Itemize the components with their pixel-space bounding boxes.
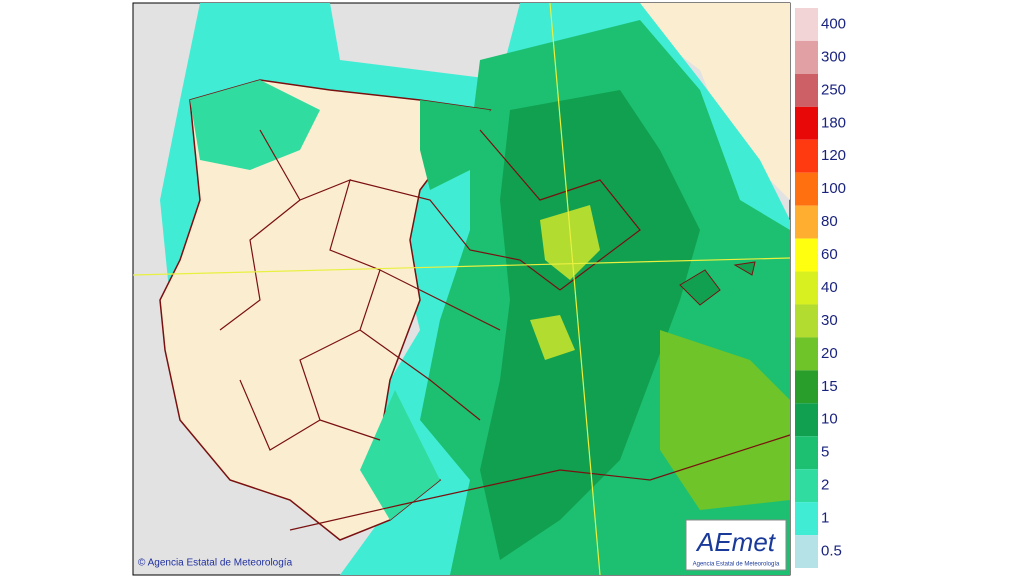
legend: 400 300 250 180 120 100 80 60 40 30 20 15 10 5 2 1 0.5: [795, 8, 846, 568]
baleares: [679, 261, 756, 306]
copyright: © Agencia Estatal de Meteorología: [138, 558, 293, 569]
logo-name: AEmet: [695, 527, 777, 557]
legend-swatch: [795, 337, 818, 371]
legend-label: 5: [821, 444, 829, 461]
precip-30mm: [530, 205, 600, 360]
legend-label: 20: [821, 345, 838, 362]
legend-label: 80: [821, 213, 838, 230]
legend-swatch: [795, 370, 818, 404]
legend-swatch: [795, 469, 818, 503]
legend-swatch: [795, 535, 818, 568]
map: © Agencia Estatal de Meteorología AEmet …: [132, 2, 791, 576]
legend-label: 120: [821, 147, 846, 164]
precip-20mm: [660, 330, 790, 510]
meridian: [549, 2, 601, 576]
legend-swatch: [795, 436, 818, 470]
parallel: [132, 257, 791, 276]
legend-swatch: [795, 403, 818, 437]
legend-swatch: [795, 172, 818, 206]
south-precip: [360, 390, 440, 520]
legend-swatch: [795, 8, 818, 41]
africa-coast: [289, 434, 791, 531]
logo-box: [685, 519, 787, 571]
legend-label: 30: [821, 312, 838, 329]
legend-swatch: [795, 271, 818, 305]
legend-swatch: [795, 106, 818, 140]
legend-label: 100: [821, 180, 846, 197]
legend-label: 180: [821, 114, 846, 131]
galicia-precip: [190, 80, 320, 170]
legend-label: 60: [821, 246, 838, 263]
north-precip: [420, 100, 490, 190]
legend-label: 0.5: [821, 542, 842, 559]
legend-swatch: [795, 304, 818, 338]
legend-label: 2: [821, 477, 829, 494]
legend-swatch: [795, 139, 818, 173]
borders: [219, 129, 641, 451]
legend-label: 40: [821, 279, 838, 296]
legend-label: 10: [821, 411, 838, 428]
precip-10mm: [480, 90, 700, 560]
legend-label: 1: [821, 510, 829, 527]
legend-label: 300: [821, 48, 846, 65]
legend-swatch: [795, 40, 818, 74]
legend-swatch: [795, 205, 818, 239]
legend-swatch: [795, 73, 818, 107]
logo-subtitle: Agencia Estatal de Meteorología: [693, 562, 780, 568]
legend-label: 15: [821, 378, 838, 395]
legend-swatch: [795, 502, 818, 536]
legend-swatch: [795, 238, 818, 272]
legend-label: 400: [821, 15, 846, 32]
legend-label: 250: [821, 81, 846, 98]
